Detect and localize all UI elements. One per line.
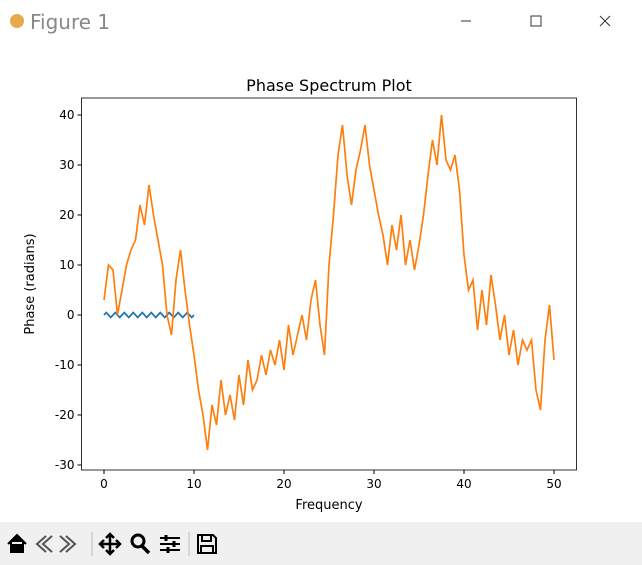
back-button[interactable] — [35, 535, 53, 553]
window-title: Figure 1 — [30, 10, 110, 34]
y-tick-label: 10 — [59, 258, 74, 272]
slider-knobs — [164, 535, 176, 553]
y-tick-label: 0 — [67, 308, 75, 322]
y-tick-label: -30 — [55, 458, 75, 472]
app-icon — [10, 14, 24, 28]
toolbar — [0, 522, 642, 565]
forward-button[interactable] — [59, 535, 77, 553]
y-tick-label: -20 — [55, 408, 75, 422]
y-tick-label: 20 — [59, 208, 74, 222]
home-button[interactable] — [7, 533, 27, 553]
y-tick-label: 30 — [59, 158, 74, 172]
maximize-button[interactable] — [530, 15, 542, 27]
chart-title: Phase Spectrum Plot — [246, 76, 412, 95]
x-tick-label: 10 — [186, 477, 201, 491]
y-axis-label: Phase (radians) — [23, 233, 38, 334]
x-axis-label: Frequency — [295, 498, 362, 513]
data-line — [103, 114, 555, 451]
save-button[interactable] — [197, 534, 217, 554]
x-tick-label: 0 — [100, 477, 108, 491]
zoom-button[interactable] — [130, 533, 146, 549]
close-button[interactable] — [599, 15, 611, 27]
x-tick-label: 50 — [546, 477, 561, 491]
configure-button[interactable] — [160, 537, 180, 551]
zoom-handle — [140, 544, 151, 555]
x-tick-label: 30 — [366, 477, 381, 491]
pan-button[interactable] — [98, 532, 122, 556]
data-line — [103, 311, 195, 319]
y-tick-label: 40 — [59, 108, 74, 122]
y-tick-label: -10 — [55, 358, 75, 372]
title-bar: Figure 1 — [10, 10, 611, 34]
axes-frame — [81, 97, 577, 471]
x-tick-label: 40 — [456, 477, 471, 491]
x-tick-label: 20 — [276, 477, 291, 491]
